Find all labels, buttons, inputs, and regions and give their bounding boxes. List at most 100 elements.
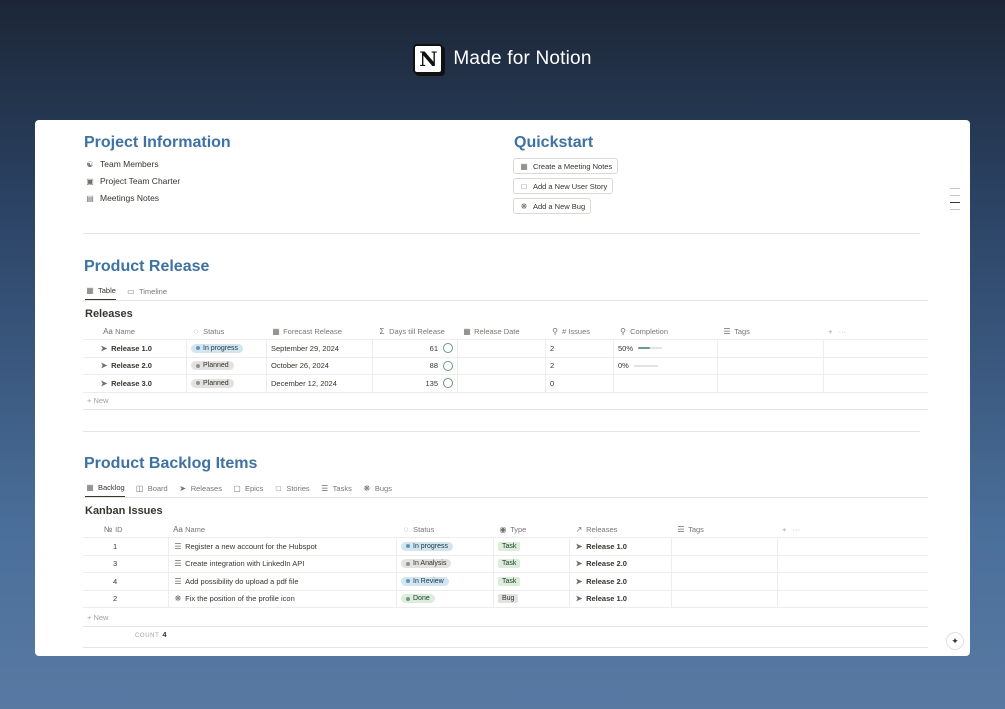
cell-type[interactable]: Task [494,555,570,572]
col-id[interactable]: № ID [83,521,169,537]
cell-release-date[interactable] [458,375,546,392]
table-row[interactable]: ➤ Release 3.0 Planned December 12, 2024 135… [83,374,928,392]
cell-type[interactable]: Task [494,573,570,590]
cell-status[interactable]: In progress [397,538,494,555]
cell-status[interactable]: Done [397,590,494,607]
count-summary[interactable]: COUNT 4 [135,630,167,639]
cell-days[interactable]: 61 [373,340,458,357]
cell-type[interactable]: Task [494,538,570,555]
cell-issues[interactable]: 0 [546,375,614,392]
cell-completion[interactable]: 0% [614,357,718,374]
cell-id[interactable]: 3 [83,555,169,572]
cell-name[interactable]: ☰ Create integration with LinkedIn API [169,555,397,572]
new-issue-button[interactable]: + New [87,613,109,622]
table-row[interactable]: 1 ☰ Register a new account for the Hubspo… [83,537,928,555]
col-completion[interactable]: ⚲ Completion [614,323,718,339]
add-column-button[interactable]: + ··· [824,323,864,339]
link-team-members[interactable]: ☯ Team Members [85,159,158,169]
col-status[interactable]: ◌ Status [187,323,267,339]
more-icon[interactable]: ··· [792,524,801,534]
link-project-charter[interactable]: ▣ Project Team Charter [85,176,180,186]
cell-completion[interactable]: 50% [614,340,718,357]
cell-tags[interactable] [672,573,778,590]
add-bug-button[interactable]: ❋ Add a New Bug [513,198,592,214]
cell-release[interactable]: ➤ Release 2.0 [570,573,672,590]
cell-tags[interactable] [718,340,824,357]
tab-releases[interactable]: ➤ Releases [178,483,222,498]
cell-forecast[interactable]: December 12, 2024 [267,375,373,392]
cell-forecast[interactable]: September 29, 2024 [267,340,373,357]
new-release-button[interactable]: + New [87,396,109,405]
cell-tags[interactable] [718,375,824,392]
col-name[interactable]: Aa Name [169,521,397,537]
cell-name[interactable]: ❋ Fix the position of the profile icon [169,590,397,607]
cell-status[interactable]: Planned [187,375,267,392]
create-meeting-notes-button[interactable]: ▦ Create a Meeting Notes [513,158,619,174]
col-type[interactable]: ◉ Type [494,521,570,537]
cell-issues[interactable]: 2 [546,357,614,374]
add-column-button[interactable]: + ··· [778,521,818,537]
cell-release[interactable]: ➤ Release 1.0 [570,590,672,607]
outline-nav[interactable] [950,188,960,216]
release-link[interactable]: Release 2.0 [586,559,627,569]
cell-name[interactable]: ➤ Release 1.0 [83,340,187,357]
tab-board[interactable]: ◫ Board [135,483,168,498]
cell-name[interactable]: ☰ Add possibility do upload a pdf file [169,573,397,590]
tab-timeline[interactable]: ▭ Timeline [126,286,167,301]
cell-days[interactable]: 88 [373,357,458,374]
cell-status[interactable]: Planned [187,357,267,374]
col-releases[interactable]: ↗ Releases [570,521,672,537]
table-row[interactable]: ➤ Release 1.0 In progress September 29, 20… [83,339,928,357]
cell-tags[interactable] [672,538,778,555]
cell-tags[interactable] [718,357,824,374]
more-icon[interactable]: ··· [838,326,847,336]
cell-release-date[interactable] [458,357,546,374]
tab-tasks[interactable]: ☰ Tasks [320,483,352,498]
col-forecast[interactable]: ▦ Forecast Release [267,323,373,339]
col-days[interactable]: Σ Days till Release [373,323,458,339]
table-row[interactable]: ➤ Release 2.0 Planned October 26, 2024 88 2 0… [83,356,928,374]
tab-epics[interactable]: ▢ Epics [232,483,263,498]
col-name[interactable]: Aa Name [83,323,187,339]
tab-stories[interactable]: □ Stories [273,483,310,498]
release-link[interactable]: Release 1.0 [586,594,627,604]
col-tags[interactable]: ☰ Tags [672,521,778,537]
cell-status[interactable]: In progress [187,340,267,357]
tab-table[interactable]: ▦ Table [85,286,116,301]
cell-issues[interactable]: 2 [546,340,614,357]
col-release-date[interactable]: ▦ Release Date [458,323,546,339]
cell-days[interactable]: 135 [373,375,458,392]
cell-name[interactable]: ☰ Register a new account for the Hubspot [169,538,397,555]
ai-sparkle-icon[interactable]: ✦ [946,632,964,650]
cell-status[interactable]: In Analysis [397,555,494,572]
cell-id[interactable]: 2 [83,590,169,607]
tabs-divider [83,497,928,498]
table-row[interactable]: 3 ☰ Create integration with LinkedIn API I… [83,554,928,572]
table-icon: ▦ [86,286,94,295]
cell-name[interactable]: ➤ Release 2.0 [83,357,187,374]
cell-type[interactable]: Bug [494,590,570,607]
table-row[interactable]: 4 ☰ Add possibility do upload a pdf file I… [83,572,928,590]
cell-id[interactable]: 1 [83,538,169,555]
cell-name[interactable]: ➤ Release 3.0 [83,375,187,392]
tab-backlog[interactable]: ▦ Backlog [85,483,125,498]
cell-id[interactable]: 4 [83,573,169,590]
cell-tags[interactable] [672,590,778,607]
cell-completion[interactable] [614,375,718,392]
release-link[interactable]: Release 2.0 [586,576,627,586]
cell-forecast[interactable]: October 26, 2024 [267,357,373,374]
add-user-story-button[interactable]: □ Add a New User Story [513,178,614,194]
forecast-date: December 12, 2024 [271,378,337,388]
col-issues[interactable]: ⚲ # Issues [546,323,614,339]
tab-bugs[interactable]: ❋ Bugs [362,483,391,498]
cell-status[interactable]: In Review [397,573,494,590]
release-link[interactable]: Release 1.0 [586,541,627,551]
cell-release[interactable]: ➤ Release 2.0 [570,555,672,572]
link-meeting-notes[interactable]: ▤ Meetings Notes [85,193,159,203]
cell-tags[interactable] [672,555,778,572]
table-row[interactable]: 2 ❋ Fix the position of the profile icon D… [83,589,928,607]
cell-release-date[interactable] [458,340,546,357]
cell-release[interactable]: ➤ Release 1.0 [570,538,672,555]
col-status[interactable]: ◌ Status [397,521,494,537]
col-tags[interactable]: ☰ Tags [718,323,824,339]
